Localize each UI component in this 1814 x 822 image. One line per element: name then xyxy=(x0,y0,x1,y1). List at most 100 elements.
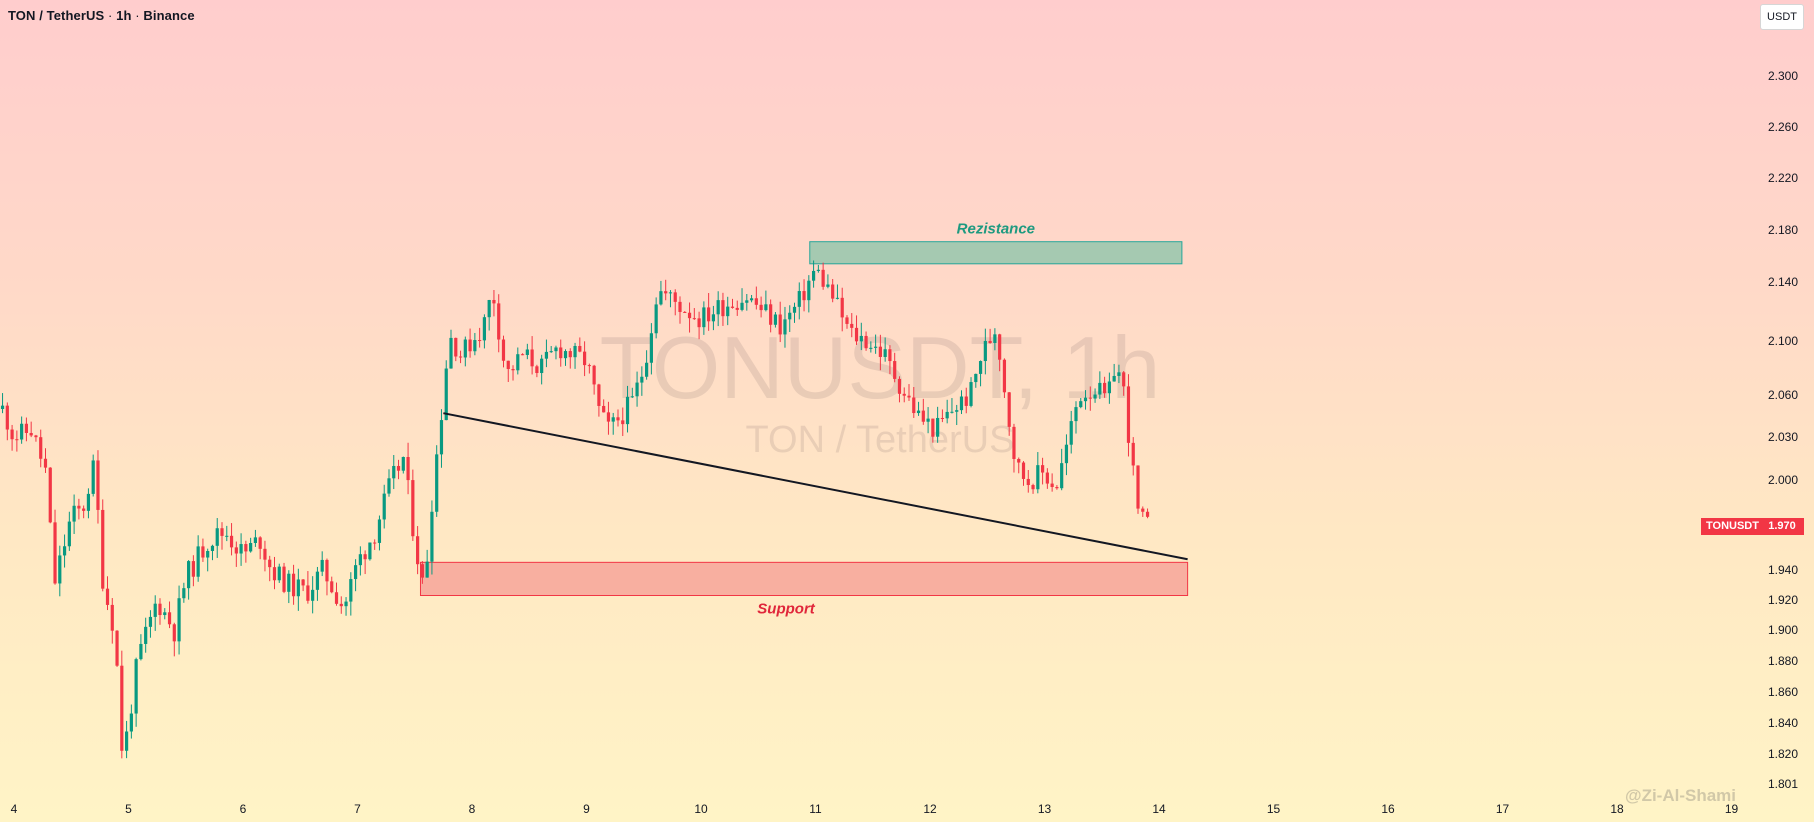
candle xyxy=(497,294,501,353)
candle xyxy=(363,550,367,575)
candle xyxy=(625,385,630,433)
candle xyxy=(244,540,248,563)
descending-trendline[interactable] xyxy=(443,412,1188,561)
support-zone[interactable] xyxy=(419,561,1189,596)
candle xyxy=(783,306,787,348)
candle xyxy=(420,561,424,584)
candle xyxy=(1055,485,1059,490)
time-tick-label: 18 xyxy=(1610,802,1624,816)
resistance-zone[interactable] xyxy=(809,241,1183,265)
price-tick-label: 1.900 xyxy=(1768,623,1798,637)
candle xyxy=(144,617,148,653)
candle xyxy=(39,429,43,468)
candle xyxy=(1069,410,1073,454)
header-separator: · xyxy=(135,8,144,23)
candle xyxy=(296,568,300,611)
candle xyxy=(344,597,348,616)
candle xyxy=(206,548,210,572)
candle xyxy=(520,353,525,356)
candle xyxy=(540,354,544,385)
candle xyxy=(1145,508,1150,519)
candle xyxy=(492,290,496,317)
time-tick-label: 13 xyxy=(1038,802,1052,816)
candle xyxy=(406,442,410,495)
candle xyxy=(373,539,377,550)
candle xyxy=(821,262,825,290)
candle xyxy=(105,576,110,611)
candle xyxy=(549,345,553,353)
author-watermark: @Zi-Al-Shami xyxy=(1625,786,1737,805)
candle xyxy=(282,562,286,594)
candle xyxy=(888,345,892,375)
candle xyxy=(253,529,258,547)
candle xyxy=(463,336,467,367)
candle xyxy=(1079,398,1083,409)
candle xyxy=(859,322,863,351)
candle xyxy=(449,329,453,369)
candle xyxy=(998,333,1002,372)
candle xyxy=(811,260,816,288)
candle xyxy=(702,301,706,335)
candle xyxy=(272,556,277,590)
candle xyxy=(621,407,625,437)
candle xyxy=(807,275,811,313)
candle xyxy=(993,328,997,351)
candle xyxy=(955,404,959,426)
candle xyxy=(778,301,782,343)
candle xyxy=(120,650,124,759)
candle xyxy=(1002,358,1007,398)
candle xyxy=(48,467,52,524)
candle xyxy=(20,416,24,444)
candle xyxy=(177,585,181,655)
candle xyxy=(978,360,983,387)
candle xyxy=(501,335,506,368)
candle xyxy=(258,536,262,560)
candle xyxy=(5,402,9,441)
candle xyxy=(797,282,801,320)
price-tick-label: 2.030 xyxy=(1768,430,1798,444)
header-separator: · xyxy=(107,8,117,23)
candle xyxy=(134,657,138,727)
candle xyxy=(716,291,720,327)
candle xyxy=(874,334,878,354)
time-tick-label: 14 xyxy=(1152,802,1166,816)
candle xyxy=(172,622,176,657)
axis-currency-button[interactable]: USDT xyxy=(1760,4,1804,30)
candle xyxy=(124,720,129,759)
candle xyxy=(287,570,291,604)
candle xyxy=(72,494,76,534)
time-tick-label: 6 xyxy=(240,802,247,816)
candle xyxy=(802,279,806,312)
candle xyxy=(606,401,611,435)
candle xyxy=(697,311,701,340)
candle xyxy=(1141,506,1145,517)
candle xyxy=(988,328,992,344)
candle xyxy=(411,469,415,541)
candle xyxy=(907,384,911,401)
candle xyxy=(268,555,272,582)
candle xyxy=(225,525,229,542)
candle xyxy=(311,576,315,614)
candle xyxy=(182,582,186,603)
candle xyxy=(735,300,739,316)
candle xyxy=(1045,468,1049,489)
candle xyxy=(559,339,563,367)
candle xyxy=(740,288,744,312)
candle xyxy=(931,418,935,443)
candle xyxy=(845,315,849,329)
time-tick-label: 11 xyxy=(809,802,822,816)
candle xyxy=(1012,423,1016,473)
price-tick-label: 1.801 xyxy=(1768,777,1798,791)
candle xyxy=(416,526,420,575)
candle xyxy=(1026,469,1030,493)
candle xyxy=(196,535,200,582)
candle xyxy=(645,350,649,380)
candle xyxy=(339,596,343,614)
time-tick-label: 10 xyxy=(694,802,708,816)
candle xyxy=(129,704,133,739)
candle xyxy=(950,398,954,414)
resistance-label: Rezistance xyxy=(957,221,1035,238)
price-axis[interactable]: 2.300 2.260 2.220 2.180 2.140 2.100 2.060 2.030… xyxy=(1768,69,1798,791)
time-axis[interactable]: 4 5 6 7 8 9 10 11 12 13 14 15 16 17 18 19 xyxy=(11,802,1739,816)
